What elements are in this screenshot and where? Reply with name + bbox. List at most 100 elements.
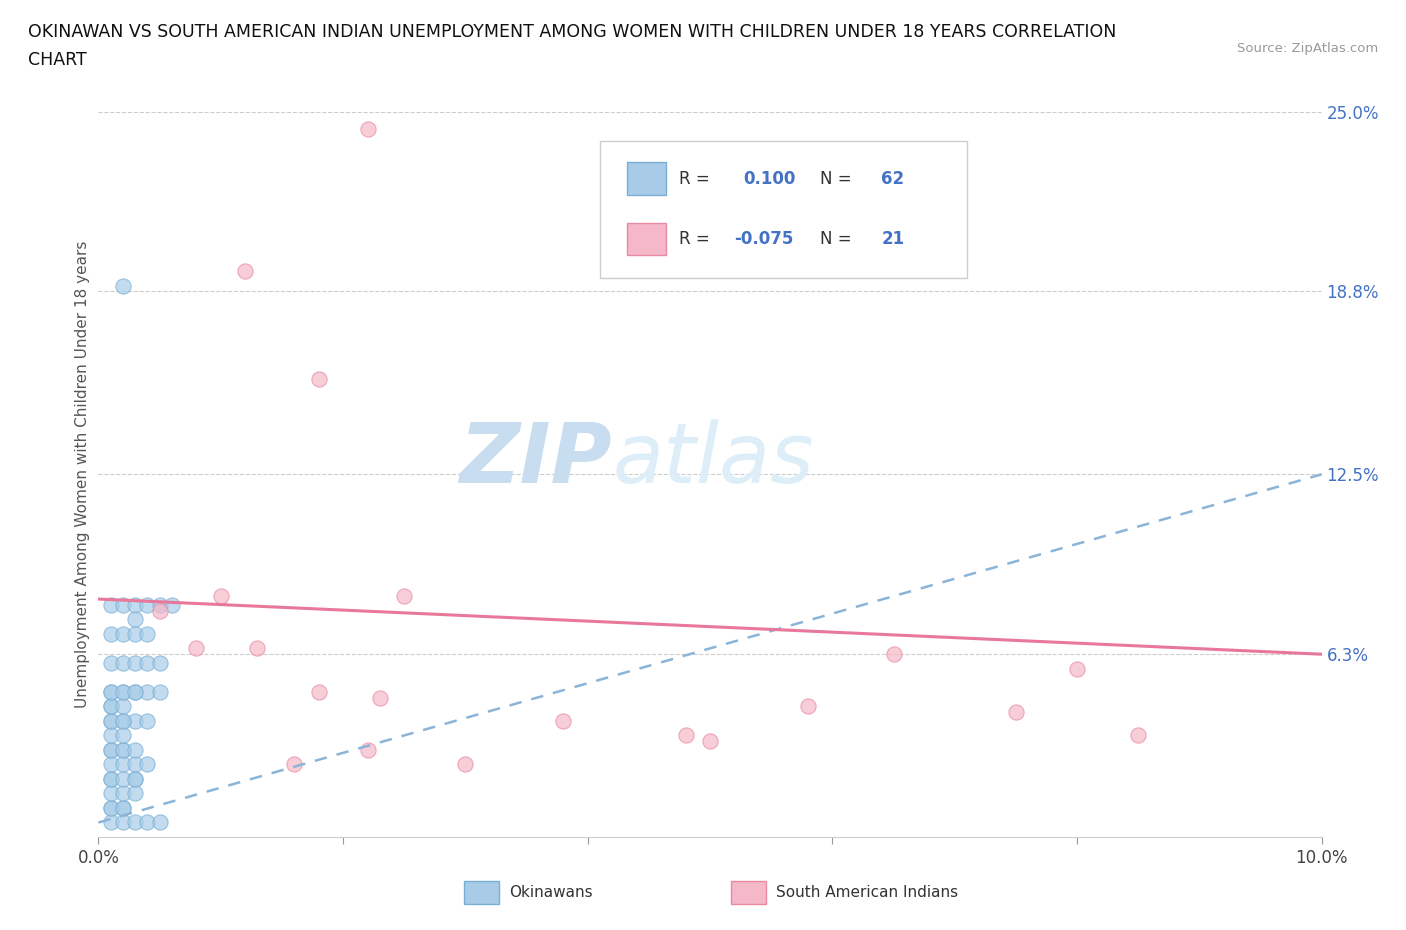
Point	[149, 815, 172, 830]
Point	[308, 684, 330, 699]
Point	[136, 597, 159, 612]
Point	[111, 728, 134, 743]
Point	[124, 772, 146, 787]
Point	[356, 742, 378, 757]
Text: South American Indians: South American Indians	[776, 885, 959, 900]
Point	[111, 278, 134, 293]
Point	[454, 757, 477, 772]
Point	[100, 742, 122, 757]
Point	[100, 656, 122, 671]
Point	[124, 612, 146, 627]
Text: -0.075: -0.075	[734, 230, 794, 248]
Point	[111, 801, 134, 816]
Point	[100, 786, 122, 801]
Point	[111, 684, 134, 699]
Point	[100, 757, 122, 772]
Text: Source: ZipAtlas.com: Source: ZipAtlas.com	[1237, 42, 1378, 55]
FancyBboxPatch shape	[600, 140, 967, 278]
Point	[124, 742, 146, 757]
Point	[149, 604, 172, 618]
Bar	[627, 222, 666, 255]
Point	[124, 684, 146, 699]
Point	[136, 684, 159, 699]
Text: 21: 21	[882, 230, 904, 248]
Point	[100, 772, 122, 787]
Point	[111, 699, 134, 714]
Point	[124, 713, 146, 728]
Text: CHART: CHART	[28, 51, 87, 69]
Point	[111, 801, 134, 816]
Point	[100, 684, 122, 699]
Point	[883, 646, 905, 661]
Point	[553, 713, 575, 728]
Text: N =: N =	[820, 230, 858, 248]
Point	[100, 742, 122, 757]
Point	[283, 757, 305, 772]
Point	[1004, 705, 1026, 720]
Point	[149, 684, 172, 699]
Point	[100, 699, 122, 714]
Point	[111, 815, 134, 830]
Point	[368, 690, 391, 705]
Point	[149, 656, 172, 671]
Text: OKINAWAN VS SOUTH AMERICAN INDIAN UNEMPLOYMENT AMONG WOMEN WITH CHILDREN UNDER 1: OKINAWAN VS SOUTH AMERICAN INDIAN UNEMPL…	[28, 23, 1116, 41]
Text: ZIP: ZIP	[460, 419, 612, 500]
Point	[100, 699, 122, 714]
Point	[160, 597, 183, 612]
Point	[100, 772, 122, 787]
Text: N =: N =	[820, 169, 858, 188]
Point	[233, 264, 256, 279]
Point	[100, 801, 122, 816]
Point	[111, 627, 134, 642]
Point	[186, 641, 208, 656]
Point	[111, 786, 134, 801]
Point	[100, 713, 122, 728]
Text: R =: R =	[679, 169, 716, 188]
Point	[100, 597, 122, 612]
Text: Okinawans: Okinawans	[509, 885, 592, 900]
Point	[100, 728, 122, 743]
Point	[209, 589, 232, 604]
Point	[124, 757, 146, 772]
Point	[111, 656, 134, 671]
Y-axis label: Unemployment Among Women with Children Under 18 years: Unemployment Among Women with Children U…	[75, 241, 90, 708]
Point	[246, 641, 269, 656]
Point	[111, 684, 134, 699]
Point	[111, 742, 134, 757]
Point	[797, 699, 820, 714]
Point	[699, 734, 721, 749]
Point	[111, 597, 134, 612]
Point	[124, 815, 146, 830]
Point	[356, 122, 378, 137]
Text: 0.100: 0.100	[742, 169, 796, 188]
Point	[1066, 661, 1088, 676]
Point	[136, 627, 159, 642]
Point	[149, 597, 172, 612]
Point	[111, 772, 134, 787]
Point	[675, 728, 697, 743]
Point	[308, 371, 330, 386]
Point	[111, 713, 134, 728]
Point	[124, 656, 146, 671]
Point	[111, 742, 134, 757]
Point	[136, 656, 159, 671]
Text: 62: 62	[882, 169, 904, 188]
Point	[111, 713, 134, 728]
Point	[136, 815, 159, 830]
Point	[392, 589, 416, 604]
Point	[100, 801, 122, 816]
Point	[124, 597, 146, 612]
Point	[100, 815, 122, 830]
Point	[1128, 728, 1150, 743]
Text: atlas: atlas	[612, 419, 814, 500]
Point	[100, 684, 122, 699]
Text: R =: R =	[679, 230, 716, 248]
Point	[136, 713, 159, 728]
Point	[111, 757, 134, 772]
Point	[124, 627, 146, 642]
Point	[100, 713, 122, 728]
Point	[136, 757, 159, 772]
Bar	[627, 163, 666, 195]
Point	[100, 627, 122, 642]
Point	[124, 684, 146, 699]
